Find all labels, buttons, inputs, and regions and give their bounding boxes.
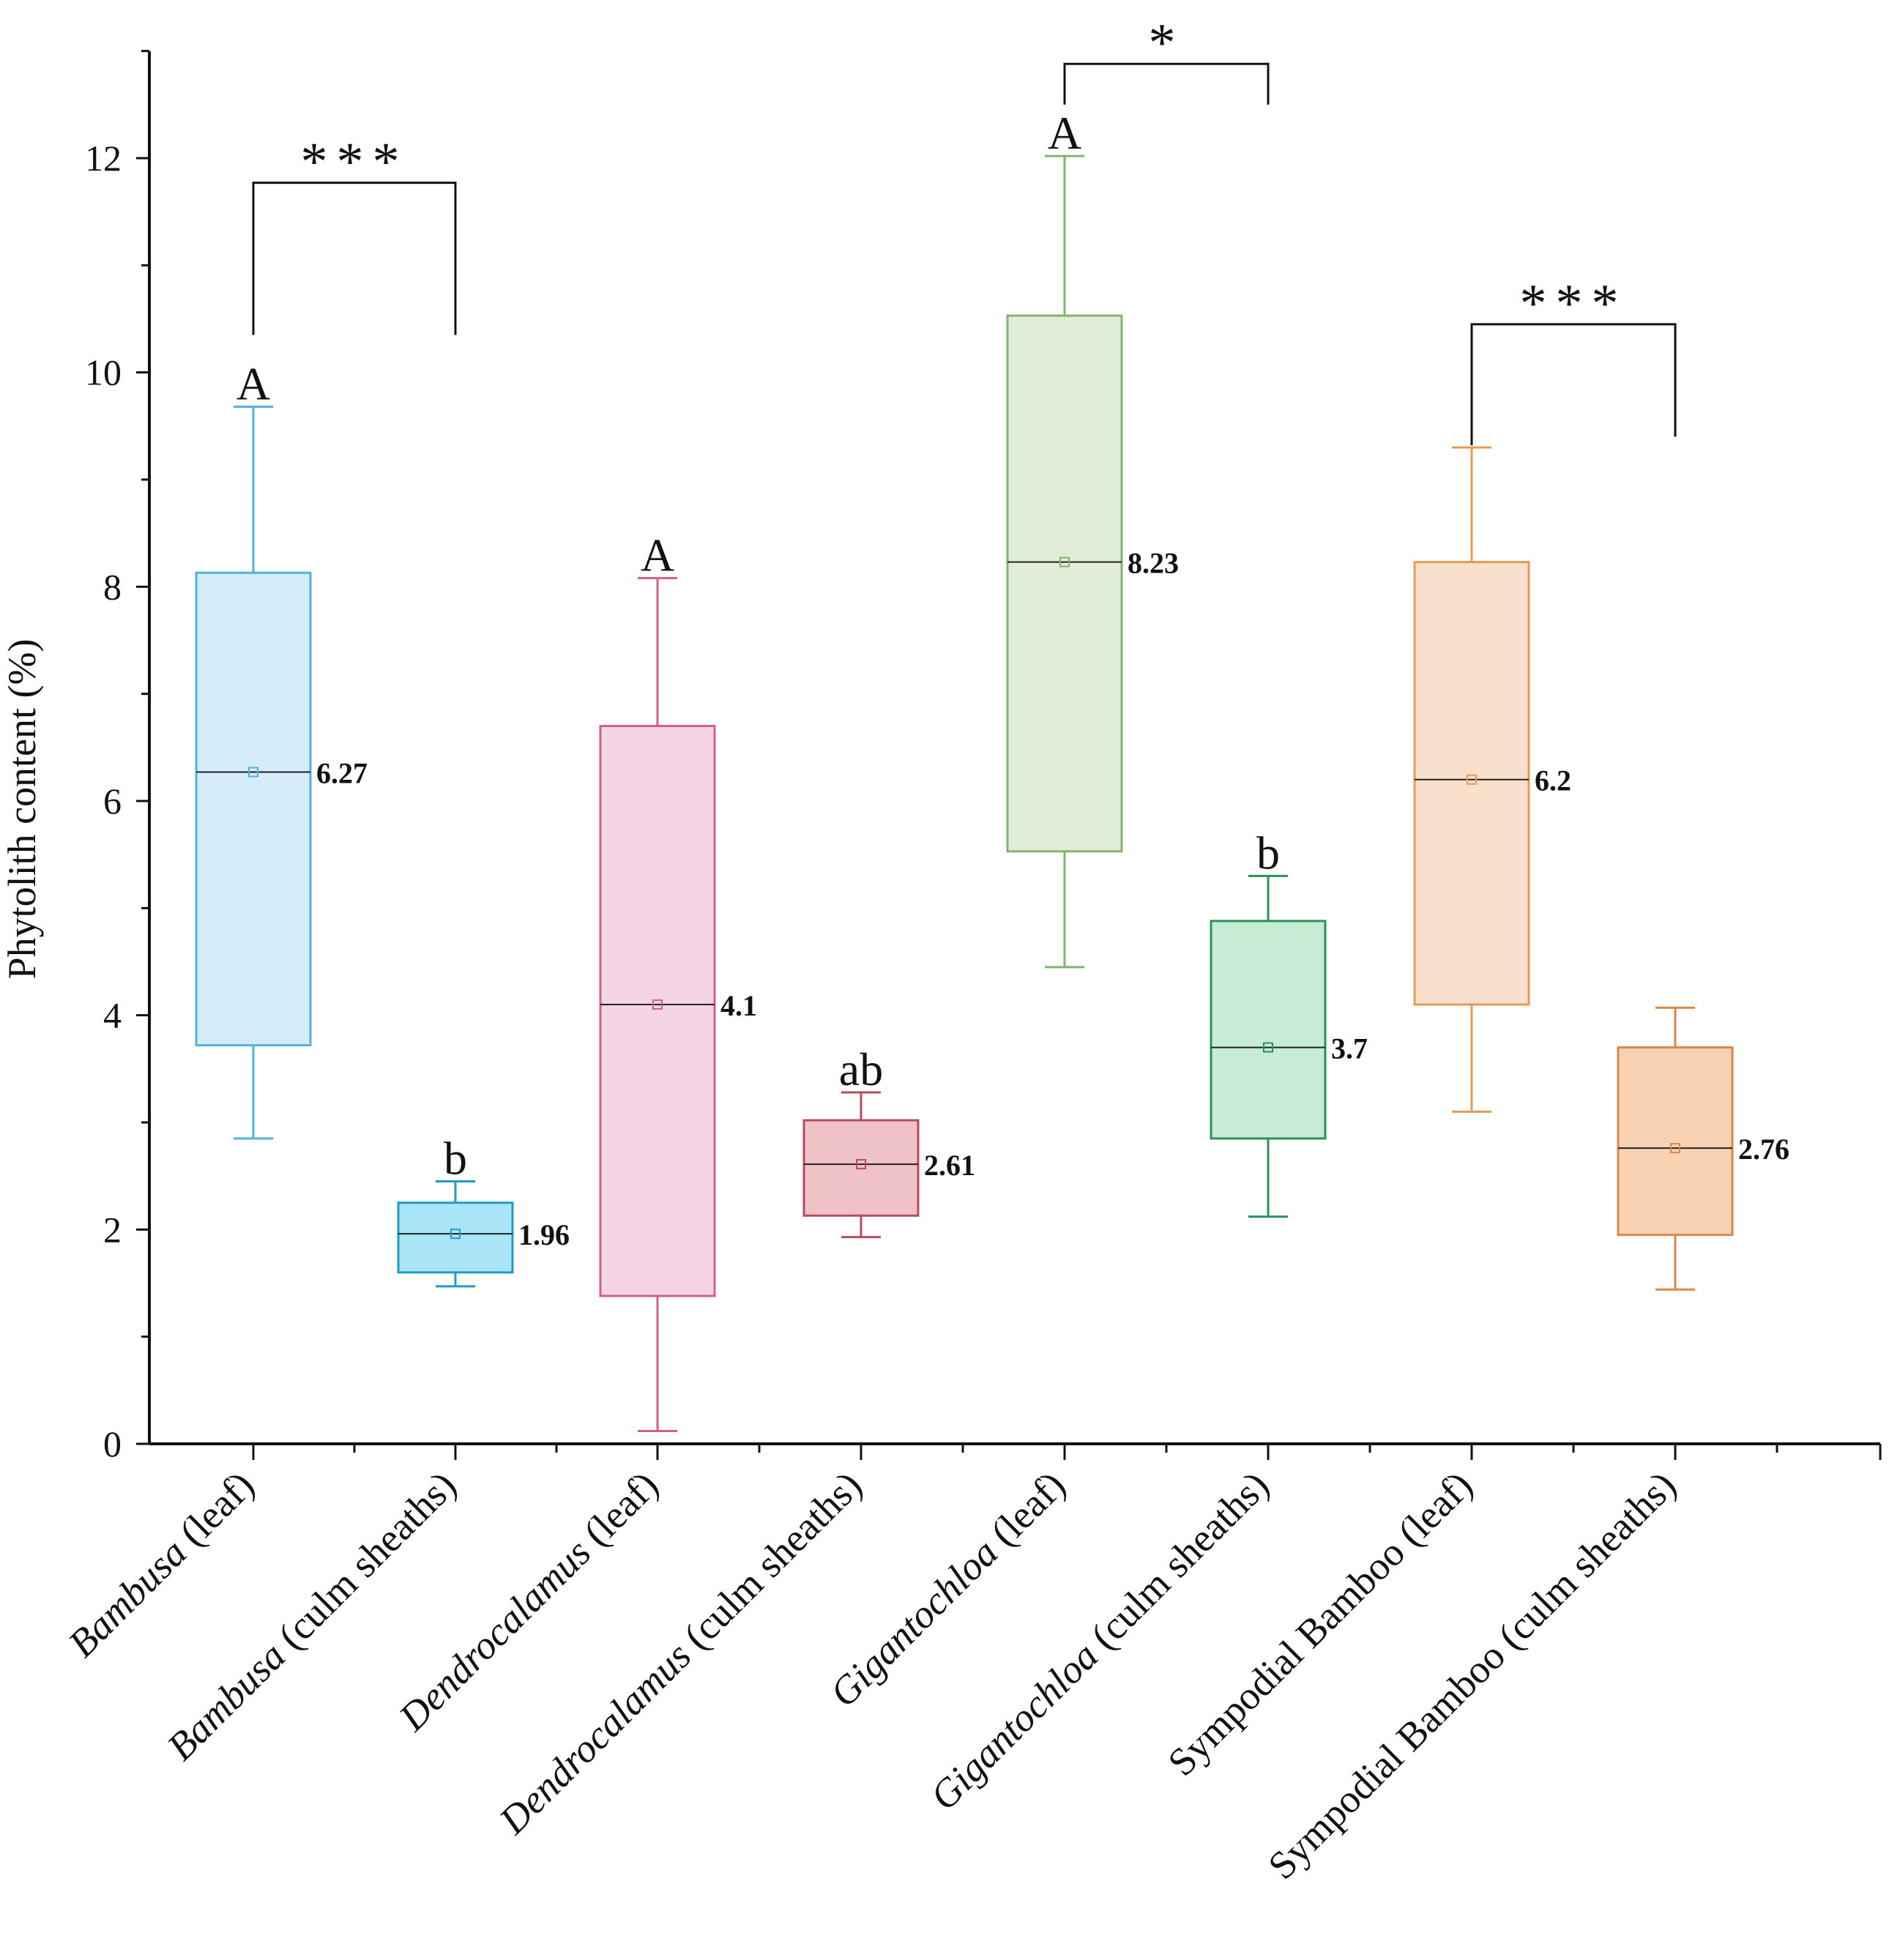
group-letter: A xyxy=(1048,107,1081,159)
significance-bracket-2: *** xyxy=(1470,274,1677,446)
mean-value-label: 8.23 xyxy=(1128,547,1179,580)
significance-brackets: ******* xyxy=(252,13,1677,446)
box-6: 6.2 xyxy=(1413,446,1571,1113)
x-category-genus: Bambusa xyxy=(60,1530,195,1666)
group-letter: A xyxy=(236,357,270,409)
boxes: 6.27 A 1.96 b 4.1 A 2.61 ab 8.23 A 3.7 b 6.2 2.76 xyxy=(195,107,1789,1432)
mean-value-label: 6.27 xyxy=(316,756,368,789)
mean-marker xyxy=(856,1159,866,1170)
y-tick-label: 10 xyxy=(85,352,122,393)
mean-value-label: 2.76 xyxy=(1738,1133,1789,1166)
mean-marker xyxy=(652,999,663,1010)
box-5: 3.7 b xyxy=(1210,827,1368,1218)
x-category-part: (culm sheaths) xyxy=(1076,1463,1278,1665)
mean-value-label: 6.2 xyxy=(1535,764,1571,797)
box-1: 1.96 b xyxy=(397,1132,570,1288)
x-category-part: (culm sheaths) xyxy=(668,1463,871,1665)
iqr-box xyxy=(1006,314,1123,853)
x-category-genus: Gigantochloa xyxy=(922,1633,1106,1818)
x-category-genus: Dendrocalamus xyxy=(390,1530,600,1740)
mean-marker xyxy=(248,767,258,778)
group-letter: ab xyxy=(839,1043,883,1095)
iqr-box xyxy=(599,725,716,1297)
y-tick-label: 0 xyxy=(103,1423,122,1464)
mean-value-label: 2.61 xyxy=(924,1149,975,1182)
box-2: 4.1 A xyxy=(599,529,757,1432)
x-category-label: Dendrocalamus (culm sheaths) xyxy=(491,1463,871,1843)
significance-stars: *** xyxy=(301,133,409,193)
mean-marker xyxy=(1059,556,1070,567)
bracket-line xyxy=(1470,323,1677,446)
y-axis-title: Phytolith content (%) xyxy=(0,639,44,980)
significance-bracket-0: *** xyxy=(252,133,457,335)
significance-stars: * xyxy=(1149,13,1185,73)
y-tick-label: 6 xyxy=(103,780,122,821)
group-letter: b xyxy=(1256,827,1280,879)
mean-marker xyxy=(1263,1042,1273,1053)
x-category-label: Sympodial Bamboo (culm sheaths) xyxy=(1259,1463,1684,1888)
mean-value-label: 4.1 xyxy=(720,989,757,1022)
x-category-genus: Dendrocalamus xyxy=(491,1633,700,1843)
iqr-box xyxy=(1210,920,1327,1140)
bracket-line xyxy=(1063,62,1270,105)
group-letter: A xyxy=(641,529,674,581)
y-axis: 0 2 4 6 8 10 12 xyxy=(85,50,151,1464)
mean-value-label: 3.7 xyxy=(1331,1032,1368,1065)
x-axis: Bambusa (leaf)Bambusa (culm sheaths)Dend… xyxy=(60,1442,1882,1888)
iqr-box xyxy=(1617,1046,1734,1237)
y-tick-label: 12 xyxy=(85,138,122,179)
significance-bracket-1: * xyxy=(1063,13,1270,105)
x-category-label: Bambusa (leaf) xyxy=(60,1463,263,1666)
box-0: 6.27 A xyxy=(195,357,368,1140)
significance-stars: *** xyxy=(1520,274,1628,334)
mean-value-label: 1.96 xyxy=(518,1218,570,1251)
x-category-part: Sympodial Bamboo (culm sheaths) xyxy=(1259,1463,1684,1888)
x-category-part: (culm sheaths) xyxy=(263,1463,465,1665)
x-category-genus: Bambusa xyxy=(159,1633,294,1769)
box-3: 2.61 ab xyxy=(802,1043,975,1239)
y-tick-label: 2 xyxy=(103,1209,122,1250)
bracket-line xyxy=(252,182,457,335)
mean-marker xyxy=(1670,1143,1680,1154)
mean-marker xyxy=(1467,774,1477,785)
box-7: 2.76 xyxy=(1617,1006,1789,1291)
x-category-label: Gigantochloa (culm sheaths) xyxy=(922,1463,1278,1819)
iqr-box xyxy=(195,571,312,1047)
mean-marker xyxy=(450,1229,461,1240)
y-tick-label: 8 xyxy=(103,566,122,607)
x-category-genus: Gigantochloa xyxy=(822,1530,1006,1715)
y-tick-label: 4 xyxy=(103,995,122,1036)
group-letter: b xyxy=(444,1132,467,1184)
box-4: 8.23 A xyxy=(1006,107,1179,969)
